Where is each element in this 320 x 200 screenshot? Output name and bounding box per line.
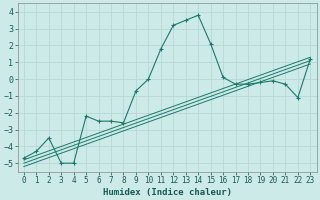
X-axis label: Humidex (Indice chaleur): Humidex (Indice chaleur) bbox=[103, 188, 232, 197]
